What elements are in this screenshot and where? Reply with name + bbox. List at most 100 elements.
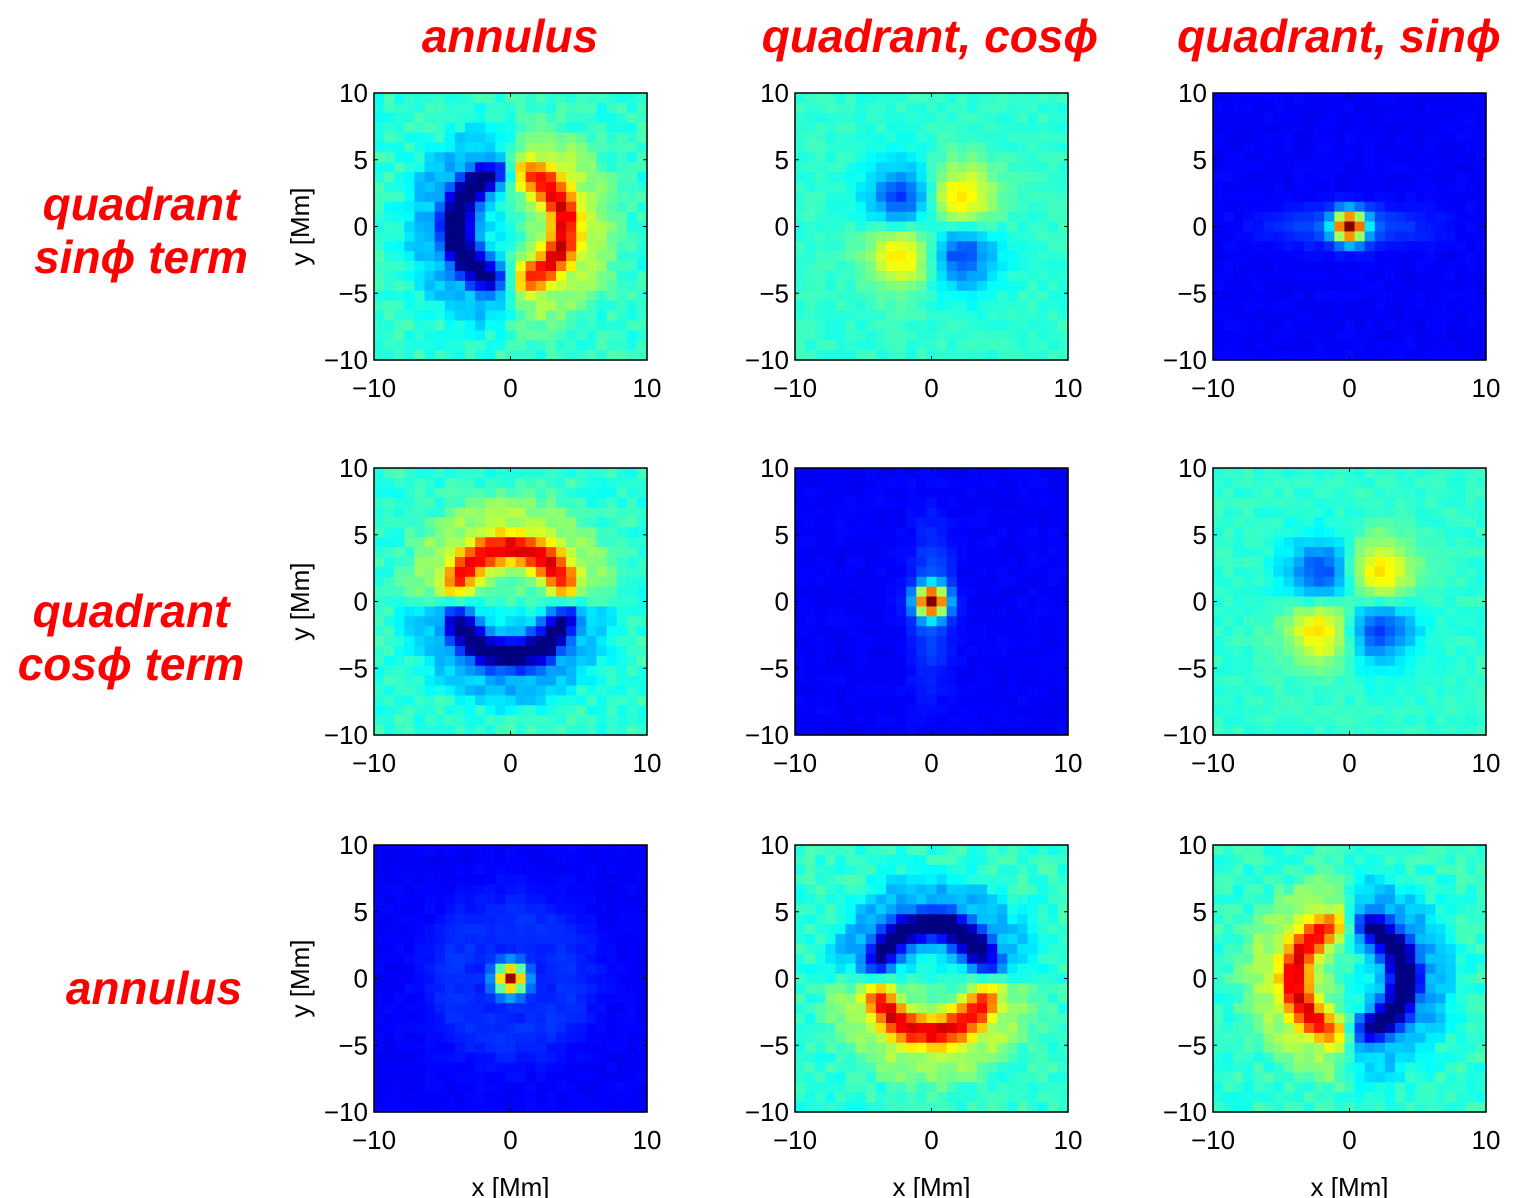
heatmap-cell bbox=[475, 280, 486, 292]
heatmap-cell bbox=[1324, 251, 1335, 262]
heatmap-cell bbox=[1395, 497, 1406, 509]
heatmap-cell bbox=[1364, 152, 1376, 163]
heatmap-cell bbox=[896, 576, 907, 588]
heatmap-cell bbox=[636, 310, 648, 322]
heatmap-cell bbox=[576, 132, 587, 144]
heatmap-cell bbox=[475, 300, 486, 312]
heatmap-cell bbox=[1047, 271, 1059, 282]
heatmap-cell bbox=[384, 350, 395, 361]
heatmap-cell bbox=[946, 507, 958, 519]
heatmap-cell bbox=[845, 112, 857, 124]
heatmap-cell bbox=[1334, 172, 1346, 183]
heatmap-cell bbox=[626, 132, 638, 144]
heatmap-cell bbox=[916, 102, 928, 114]
heatmap-cell bbox=[966, 112, 978, 124]
heatmap-cell bbox=[946, 547, 958, 558]
x-tick-label: 0 bbox=[503, 748, 517, 778]
heatmap-cell bbox=[525, 112, 537, 124]
heatmap-cell bbox=[1047, 665, 1059, 677]
heatmap-cell bbox=[1027, 132, 1039, 144]
heatmap-cell bbox=[1243, 616, 1255, 627]
heatmap-cell bbox=[1027, 527, 1039, 538]
heatmap-cell bbox=[1314, 606, 1325, 617]
heatmap-cell bbox=[997, 201, 1008, 213]
heatmap-cell bbox=[1304, 142, 1315, 153]
heatmap-cell bbox=[1364, 468, 1376, 479]
heatmap-cell bbox=[566, 310, 577, 322]
heatmap-cell bbox=[906, 112, 917, 124]
heatmap-cell bbox=[545, 102, 557, 114]
heatmap-cell bbox=[495, 943, 507, 955]
heatmap-cell bbox=[1475, 182, 1487, 193]
heatmap-cell bbox=[1465, 340, 1477, 351]
heatmap-cell bbox=[835, 241, 847, 252]
heatmap-cell bbox=[1405, 211, 1416, 223]
heatmap-cell bbox=[1283, 221, 1295, 233]
heatmap-cell bbox=[946, 537, 958, 548]
heatmap-cell bbox=[1293, 122, 1305, 134]
heatmap-cell bbox=[1425, 725, 1437, 736]
heatmap-cell bbox=[1445, 330, 1457, 341]
heatmap-cell bbox=[1415, 290, 1426, 302]
heatmap-cell bbox=[1017, 547, 1029, 558]
heatmap-cell bbox=[1283, 695, 1295, 706]
heatmap-cell bbox=[1465, 517, 1477, 528]
heatmap-cell bbox=[495, 973, 507, 985]
heatmap-cell bbox=[1475, 606, 1487, 617]
heatmap-cell bbox=[1283, 122, 1295, 134]
heatmap-cell bbox=[394, 271, 405, 282]
heatmap-cell bbox=[616, 596, 628, 608]
heatmap-cell bbox=[906, 280, 917, 292]
heatmap-cell bbox=[626, 646, 638, 657]
heatmap-cell bbox=[636, 300, 648, 312]
heatmap-cell bbox=[1037, 211, 1049, 223]
heatmap-cell bbox=[485, 914, 496, 925]
heatmap-cell bbox=[1314, 330, 1325, 341]
heatmap-cell bbox=[1465, 596, 1477, 608]
heatmap-cell bbox=[566, 191, 577, 203]
heatmap-cell bbox=[495, 1092, 507, 1103]
heatmap-cell bbox=[414, 845, 426, 856]
heatmap-cell bbox=[535, 340, 547, 351]
heatmap-cell bbox=[374, 715, 385, 726]
heatmap-cell bbox=[1057, 122, 1069, 134]
heatmap-cell bbox=[616, 705, 628, 716]
heatmap-cell bbox=[525, 1082, 537, 1093]
heatmap-cell bbox=[1465, 182, 1477, 193]
heatmap-cell bbox=[545, 290, 557, 302]
heatmap-cell bbox=[576, 93, 587, 104]
heatmap-cell bbox=[434, 300, 446, 312]
heatmap-cell bbox=[1223, 172, 1234, 183]
heatmap-cell bbox=[896, 310, 907, 322]
heatmap-cell bbox=[1304, 497, 1315, 509]
heatmap-cell bbox=[1243, 646, 1255, 657]
heatmap-cell bbox=[616, 477, 628, 489]
heatmap-cell bbox=[1455, 251, 1467, 262]
heatmap-cell bbox=[1293, 497, 1305, 509]
heatmap-cell bbox=[1374, 102, 1386, 114]
heatmap-cell bbox=[1364, 112, 1376, 124]
heatmap-cell bbox=[1435, 497, 1447, 509]
heatmap-cell bbox=[855, 132, 867, 144]
heatmap-cell bbox=[1017, 350, 1029, 361]
heatmap-cell bbox=[495, 527, 507, 538]
heatmap-cell bbox=[475, 616, 486, 627]
heatmap-cell bbox=[977, 93, 988, 104]
heatmap-cell bbox=[596, 566, 608, 578]
heatmap-cell bbox=[586, 320, 598, 331]
x-tick-label: 10 bbox=[1054, 748, 1083, 778]
heatmap-cell bbox=[525, 904, 537, 915]
heatmap-cell bbox=[1047, 725, 1059, 736]
heatmap-cell bbox=[795, 695, 806, 706]
heatmap-cell bbox=[896, 132, 907, 144]
heatmap-cell bbox=[576, 655, 587, 667]
heatmap-cell bbox=[545, 182, 557, 193]
heatmap-cell bbox=[1364, 251, 1376, 262]
heatmap-cell bbox=[1233, 271, 1244, 282]
heatmap-cell bbox=[1334, 527, 1346, 538]
heatmap-cell bbox=[1243, 665, 1255, 677]
heatmap-cell bbox=[1344, 290, 1356, 302]
heatmap-cell bbox=[465, 636, 476, 647]
heatmap-cell bbox=[434, 487, 446, 499]
